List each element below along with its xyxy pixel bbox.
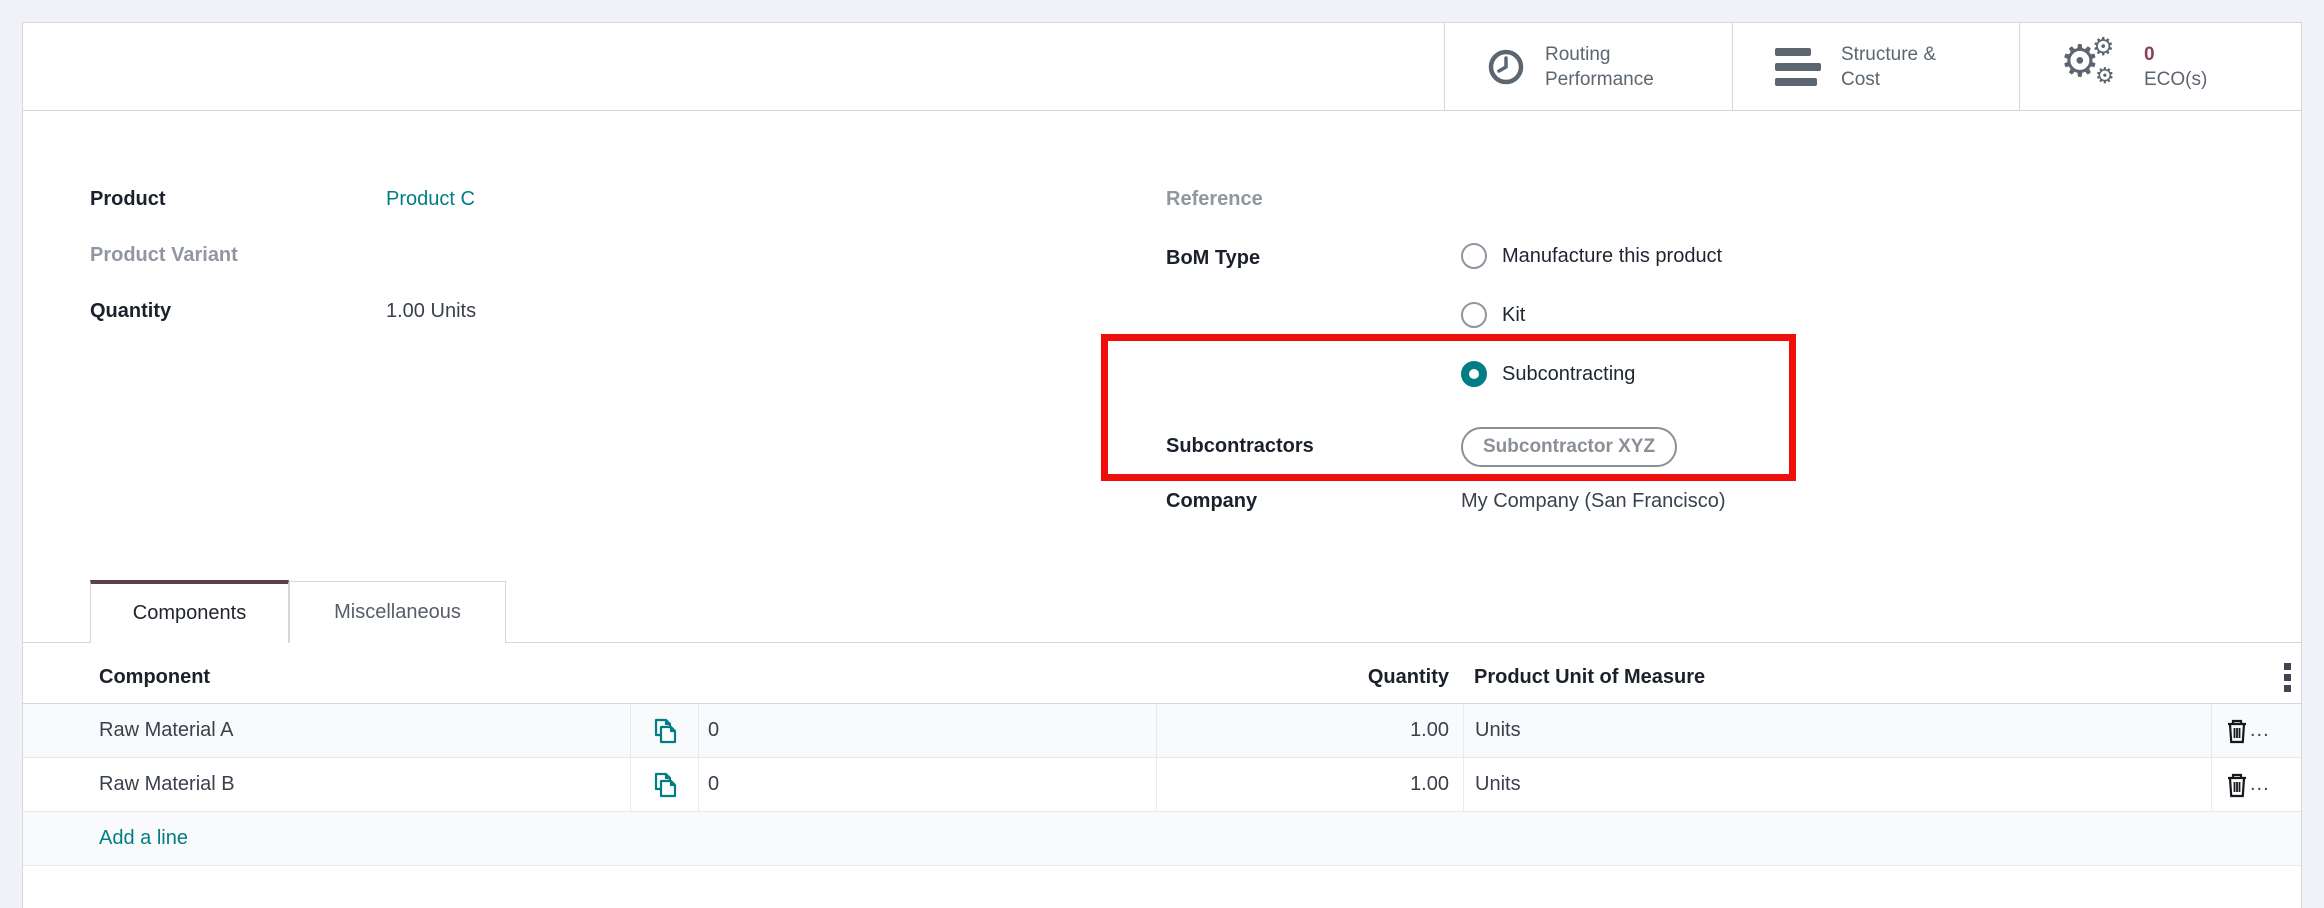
eco-count-badge: 0 [2144,43,2155,65]
bom-type-option-manufacture[interactable]: Manufacture this product [1461,243,1722,269]
row-drag-handle[interactable] [23,758,90,811]
copy-icon [650,770,680,800]
tab-components[interactable]: Components [90,580,289,643]
product-label: Product [90,188,166,210]
table-options-header [2211,652,2301,703]
component-name-cell[interactable]: Raw Material B [99,773,235,795]
row-action-ellipsis: ... [2250,719,2270,741]
quantity-number: 1.00 [386,300,425,322]
routing-performance-button[interactable]: Routing Performance [1444,23,1732,110]
quantity-value[interactable]: 1.00 Units [386,298,476,324]
uom-column-header: Product Unit of Measure [1474,666,1706,688]
subcontractors-label: Subcontractors [1166,435,1314,457]
tabs-underline [23,642,2301,643]
count-column-header [698,652,1156,703]
row-action-ellipsis: ... [2250,773,2270,795]
structure-label-line1: Structure & [1841,43,1937,65]
copy-icon [650,716,680,746]
delete-row-button[interactable]: ... [2224,770,2270,800]
product-value-link[interactable]: Product C [386,188,475,210]
component-name-cell[interactable]: Raw Material A [99,719,234,741]
quantity-column-header: Quantity [1367,666,1449,688]
clock-icon [1487,48,1525,86]
table-row[interactable]: Raw Material A 0 1.00 Units [23,704,2301,758]
product-variant-label: Product Variant [90,244,238,266]
bom-type-option-subcontracting[interactable]: Subcontracting [1461,361,1635,387]
structure-label-line2: Cost [1841,68,1881,90]
radio-unselected-icon[interactable] [1461,302,1487,328]
radio-unselected-icon[interactable] [1461,243,1487,269]
eco-label-text: ECO(s) [2144,68,2208,90]
bom-type-option-subcontracting-label: Subcontracting [1502,363,1636,385]
radio-selected-icon[interactable] [1461,361,1487,387]
copy-button[interactable] [630,758,698,811]
tab-miscellaneous[interactable]: Miscellaneous [289,581,506,643]
company-label: Company [1166,490,1258,512]
bom-type-option-manufacture-label: Manufacture this product [1502,245,1723,267]
routing-performance-label: Routing Performance [1545,42,1654,92]
eco-button[interactable]: ⚙ ⚙ ⚙ 0 ECO(s) [2019,23,2301,110]
trash-icon [2224,770,2250,800]
quantity-uom: Units [430,300,477,322]
quantity-cell[interactable]: 1.00 [1156,704,1463,757]
component-column-header: Component [99,666,211,688]
quantity-cell[interactable]: 1.00 [1156,758,1463,811]
add-a-line-button[interactable]: Add a line [99,827,188,849]
bom-form-panel: Routing Performance Structure & Cost ⚙ ⚙… [22,22,2302,908]
bom-type-label: BoM Type [1166,247,1261,269]
row-actions-cell: ... [2211,758,2301,811]
list-bars-icon [1775,47,1821,86]
gears-icon: ⚙ ⚙ ⚙ [2060,31,2115,89]
copy-count-cell: 0 [698,704,1156,757]
routing-label-line2: Performance [1545,68,1654,90]
reference-label: Reference [1166,188,1263,210]
table-row[interactable]: Raw Material B 0 1.00 Units [23,758,2301,812]
copy-count-cell: 0 [698,758,1156,811]
uom-cell[interactable]: Units [1463,704,2211,757]
eco-label: 0 ECO(s) [2144,42,2207,92]
structure-cost-button[interactable]: Structure & Cost [1732,23,2019,110]
copy-column-header [630,652,698,703]
handle-column-header [23,652,90,703]
kebab-menu-icon[interactable] [2284,663,2291,692]
routing-label-line1: Routing [1545,43,1611,65]
company-value[interactable]: My Company (San Francisco) [1461,490,1726,512]
subcontractor-tag[interactable]: Subcontractor XYZ [1461,427,1678,467]
structure-cost-label: Structure & Cost [1841,42,1936,92]
row-actions-cell: ... [2211,704,2301,757]
quantity-label: Quantity [90,300,172,322]
bom-type-option-kit[interactable]: Kit [1461,302,1525,328]
uom-cell[interactable]: Units [1463,758,2211,811]
bom-type-option-kit-label: Kit [1502,304,1526,326]
trash-icon [2224,716,2250,746]
components-table: Component Quantity Product Unit of Measu… [23,652,2301,866]
row-drag-handle[interactable] [23,704,90,757]
components-table-header: Component Quantity Product Unit of Measu… [23,652,2301,704]
add-line-row: Add a line [23,812,2301,866]
smart-button-bar: Routing Performance Structure & Cost ⚙ ⚙… [23,23,2301,111]
copy-button[interactable] [630,704,698,757]
delete-row-button[interactable]: ... [2224,716,2270,746]
